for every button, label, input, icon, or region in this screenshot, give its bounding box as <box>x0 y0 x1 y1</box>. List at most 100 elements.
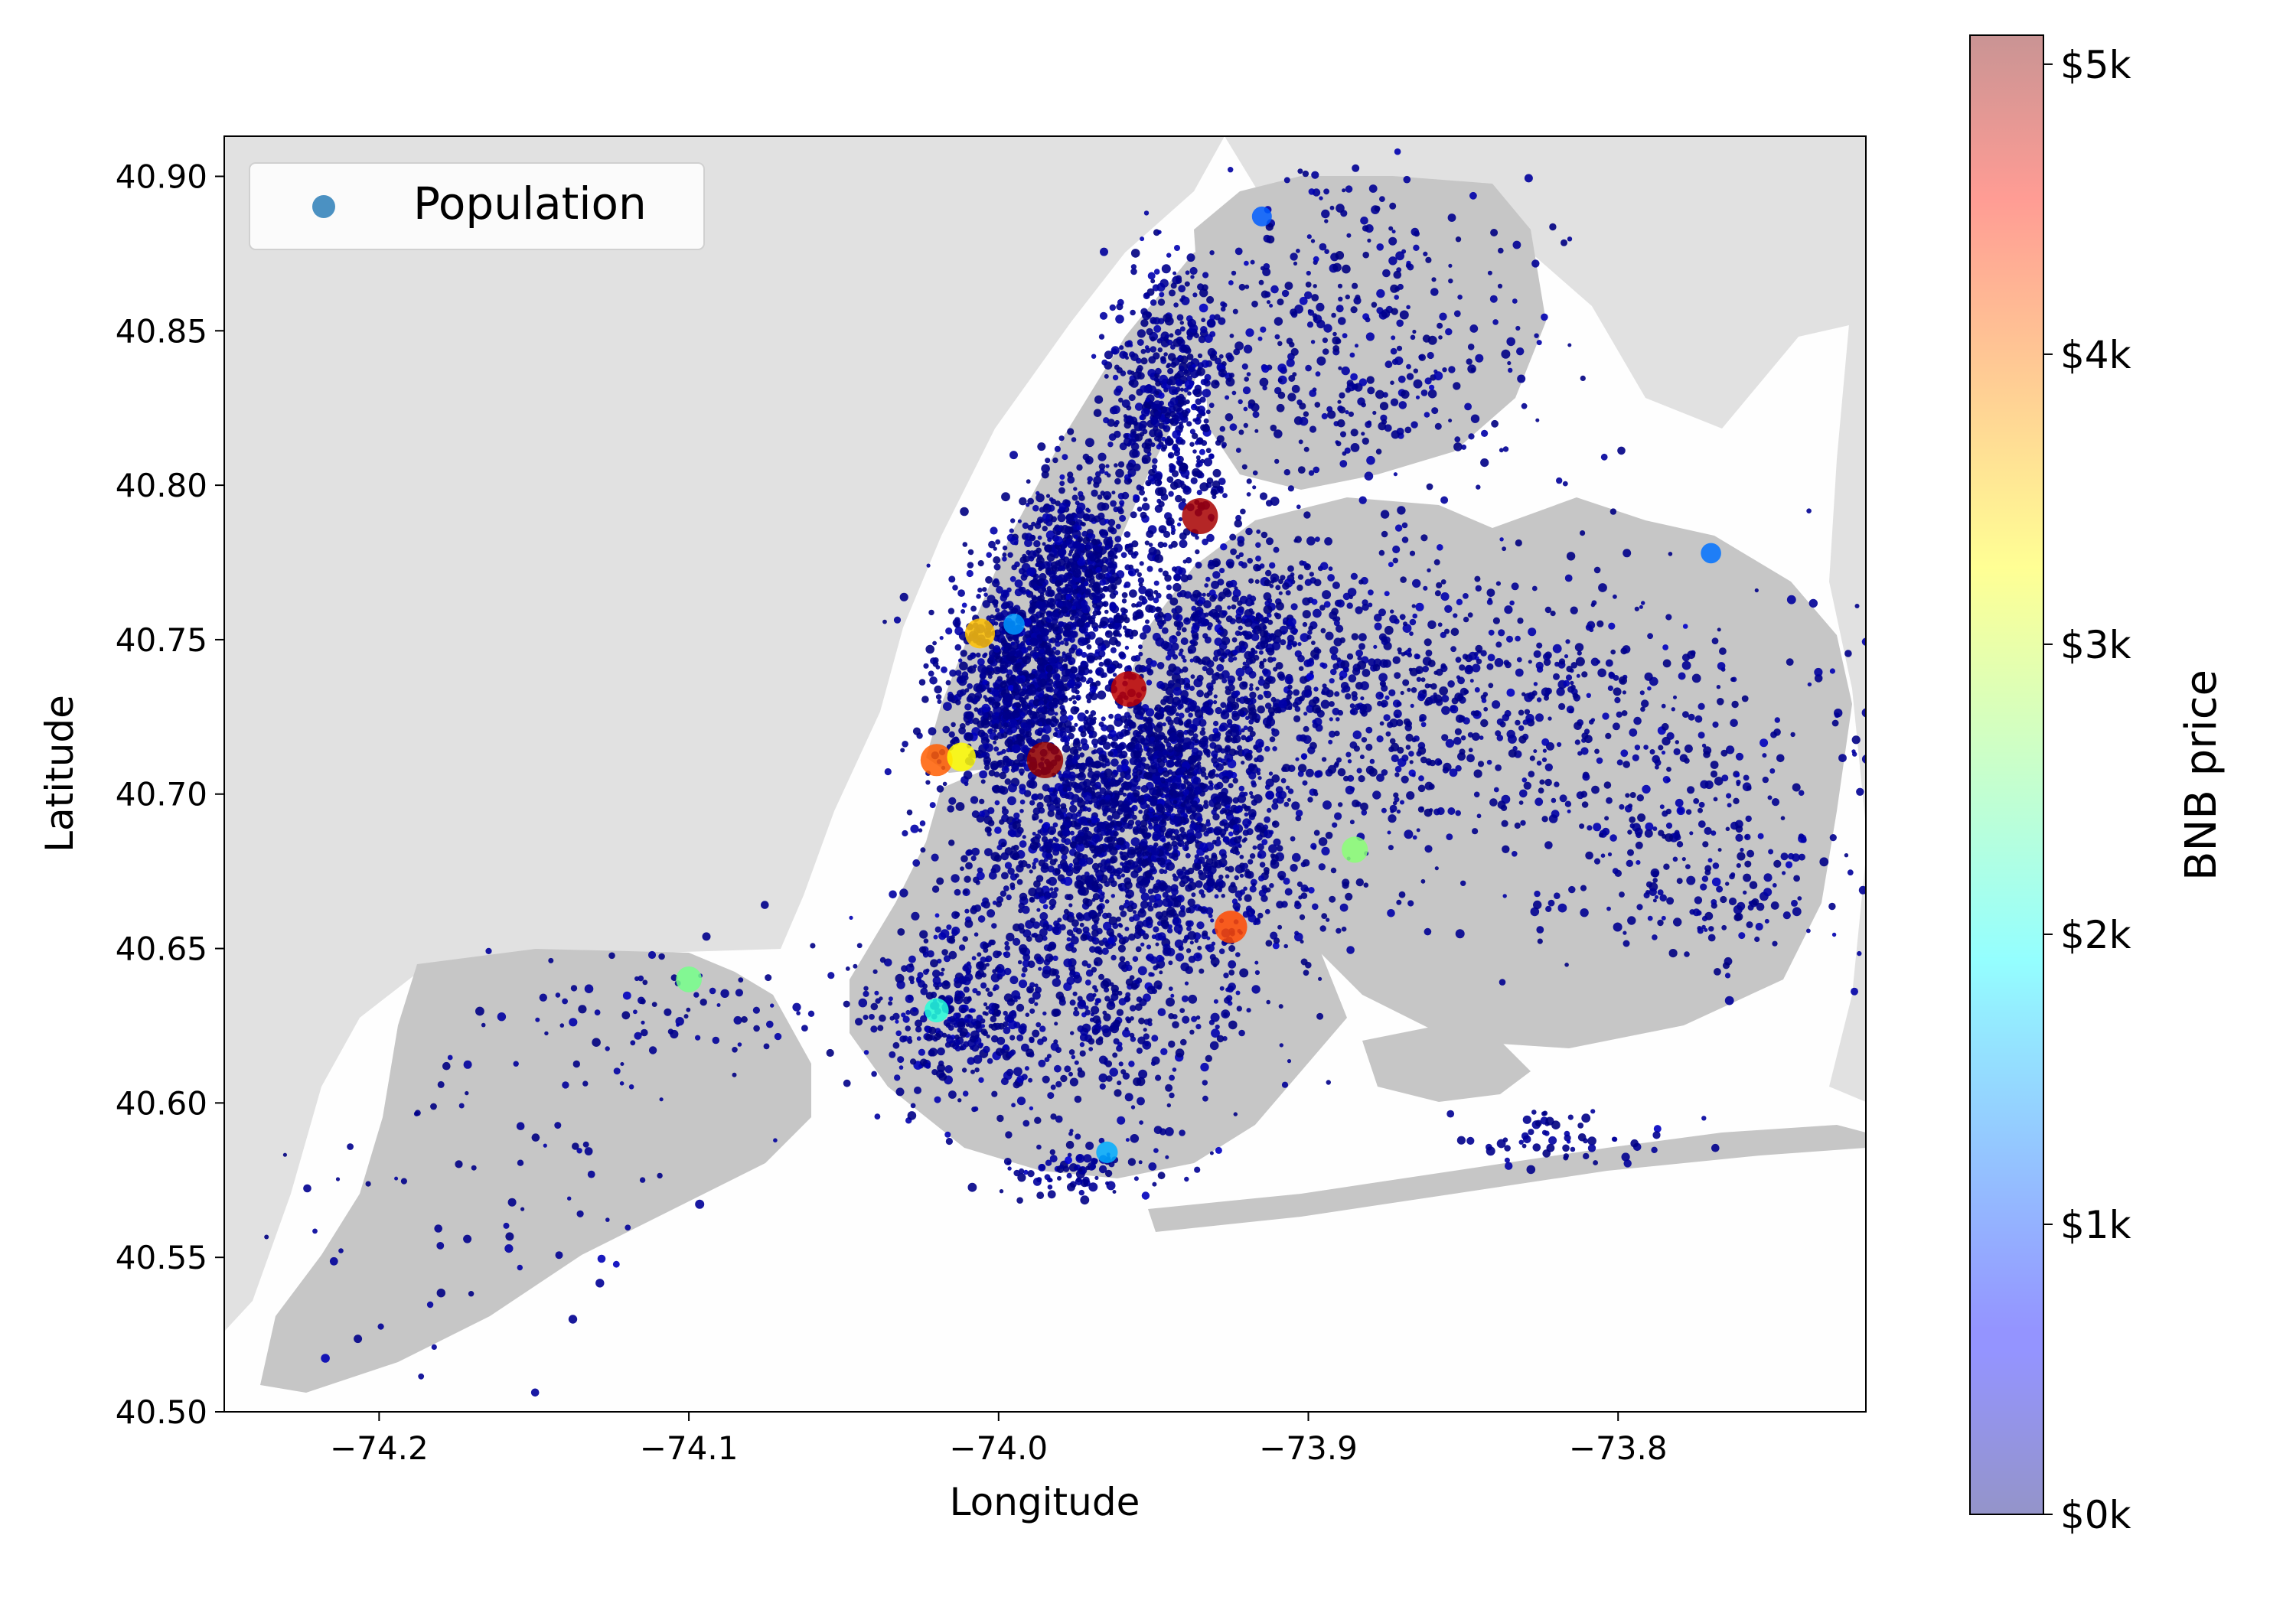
listing-point <box>1078 666 1085 673</box>
listing-point <box>952 618 961 627</box>
listing-point <box>1228 831 1234 837</box>
listing-point <box>937 1047 945 1056</box>
listing-point <box>1184 841 1190 846</box>
listing-point <box>1128 933 1136 941</box>
listing-point <box>1127 742 1133 748</box>
listing-point <box>1074 784 1083 794</box>
listing-point <box>1010 518 1016 523</box>
listing-point <box>1164 885 1172 893</box>
listing-point <box>1052 732 1058 737</box>
listing-point <box>1326 917 1330 922</box>
listing-point <box>1283 944 1288 949</box>
listing-point <box>1303 887 1309 892</box>
listing-point <box>870 1025 878 1033</box>
listing-point <box>964 908 970 914</box>
listing-point <box>1184 380 1194 389</box>
listing-point <box>1396 899 1402 905</box>
listing-point <box>1087 513 1096 523</box>
listing-point <box>911 911 920 921</box>
listing-point <box>984 957 990 963</box>
listing-point <box>1124 712 1130 719</box>
listing-point <box>1037 554 1043 561</box>
listing-point <box>1212 468 1221 477</box>
listing-point <box>895 1030 902 1037</box>
listing-point <box>1004 778 1012 785</box>
listing-point <box>1137 577 1145 584</box>
listing-point <box>943 702 952 711</box>
listing-point <box>1159 400 1164 406</box>
listing-point <box>1006 932 1015 942</box>
listing-point <box>1026 1048 1034 1058</box>
listing-point <box>1016 864 1024 873</box>
listing-point <box>1120 910 1127 917</box>
listing-point <box>1121 592 1128 598</box>
listing-point <box>1296 881 1303 888</box>
listing-point <box>1121 865 1130 873</box>
listing-point <box>1247 859 1254 865</box>
listing-point <box>1199 968 1205 974</box>
listing-point <box>1029 1008 1035 1014</box>
listing-point <box>1130 264 1137 270</box>
listing-point <box>918 979 925 988</box>
listing-point <box>1197 761 1202 766</box>
listing-point <box>932 970 941 978</box>
listing-point <box>1150 299 1157 306</box>
listing-point <box>1154 554 1163 563</box>
listing-point <box>984 848 993 856</box>
listing-point <box>1242 818 1251 827</box>
listing-point <box>1136 921 1144 928</box>
listing-point <box>1179 321 1185 325</box>
listing-point <box>1163 770 1170 777</box>
listing-point <box>1054 1064 1062 1073</box>
listing-point <box>991 1090 998 1097</box>
listing-point <box>944 1131 951 1138</box>
listing-point <box>1013 995 1018 999</box>
listing-point <box>934 913 940 918</box>
listing-point <box>1101 1025 1110 1034</box>
listing-point <box>974 904 982 912</box>
listing-point <box>982 1011 987 1015</box>
listing-point <box>1130 796 1138 803</box>
listing-point <box>1228 970 1235 976</box>
listing-point <box>1041 734 1050 743</box>
listing-point <box>993 735 999 741</box>
listing-point <box>1101 359 1108 366</box>
listing-point <box>967 1014 972 1019</box>
listing-point <box>1211 861 1218 869</box>
listing-point <box>1153 926 1159 933</box>
listing-point <box>1176 757 1180 761</box>
listing-point <box>1138 651 1143 657</box>
listing-point <box>1022 905 1030 914</box>
listing-point <box>1123 781 1132 791</box>
listing-point <box>1264 816 1270 823</box>
listing-point <box>1234 750 1239 755</box>
listing-point <box>1150 956 1158 964</box>
listing-point <box>1166 759 1174 768</box>
listing-point <box>1106 829 1112 836</box>
listing-point <box>964 973 974 982</box>
listing-point <box>1165 865 1169 870</box>
listing-point <box>980 982 987 989</box>
listing-point <box>1075 842 1085 852</box>
listing-point <box>1215 1146 1222 1154</box>
listing-point <box>1178 946 1182 950</box>
listing-point <box>1124 773 1131 781</box>
listing-point <box>1098 463 1106 471</box>
listing-point <box>1099 311 1108 320</box>
listing-point <box>1052 842 1061 852</box>
listing-point <box>1045 953 1054 963</box>
listing-point <box>1094 592 1103 601</box>
listing-point <box>1162 947 1172 957</box>
listing-point <box>1255 686 1260 691</box>
listing-point <box>1048 504 1055 512</box>
listing-point <box>1074 722 1078 727</box>
listing-point <box>1136 735 1145 744</box>
listing-point <box>958 727 966 735</box>
listing-point <box>1075 648 1083 655</box>
listing-point <box>1087 819 1091 824</box>
listing-point <box>1033 646 1039 652</box>
listing-point <box>1145 347 1151 354</box>
listing-point <box>1242 911 1250 918</box>
listing-point <box>928 1048 938 1057</box>
